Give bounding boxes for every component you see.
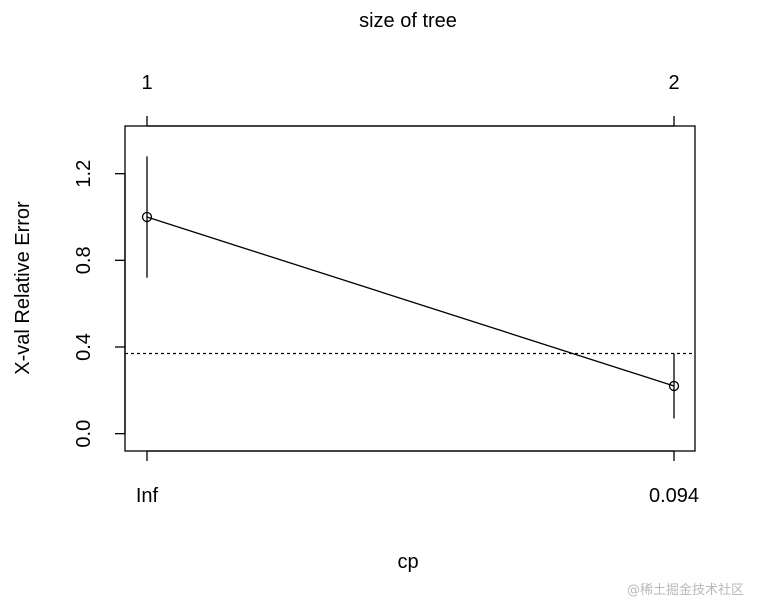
data-point (141, 211, 153, 223)
watermark: @稀土掘金技术社区 (626, 583, 744, 598)
chart-title: size of tree (359, 10, 457, 32)
data-point (668, 380, 680, 392)
x-tick-label: 0.094 (649, 485, 699, 507)
y-axis-label: X-val Relative Error (12, 201, 34, 375)
bottom-axis: Inf 0.094 (136, 450, 699, 507)
top-tick-label: 2 (668, 72, 679, 94)
x-tick-label: Inf (136, 485, 159, 507)
y-tick-label: 1.2 (73, 160, 95, 188)
top-tick-label: 1 (141, 72, 152, 94)
left-axis: 0.0 0.4 0.8 1.2 (73, 160, 126, 448)
y-tick-label: 0.0 (73, 420, 95, 448)
x-axis-label: cp (397, 551, 418, 573)
series-line (146, 216, 675, 387)
y-tick-label: 0.8 (73, 246, 95, 274)
y-tick-label: 0.4 (73, 333, 95, 361)
series-xerror (141, 156, 680, 419)
plot-frame (124, 125, 696, 452)
